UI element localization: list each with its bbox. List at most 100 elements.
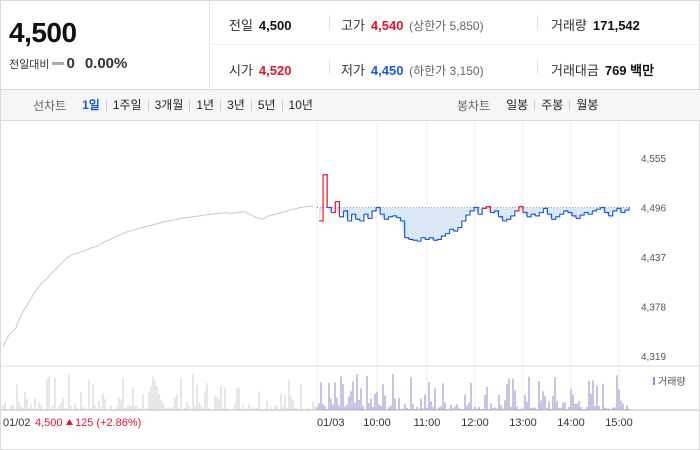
intraday-chart[interactable]: 4,555 4,496 4,437 4,378 4,319 거래량 01/03 10:00 11… xyxy=(1,122,699,449)
today-line-segment xyxy=(567,211,573,216)
prev-day-price: 4,500 xyxy=(35,417,63,429)
today-line-segment xyxy=(604,211,610,216)
y-tick-label: 4,437 xyxy=(641,253,666,264)
today-line-segment xyxy=(592,209,597,212)
today-line-segment xyxy=(343,210,349,221)
stat-label: 거래량 xyxy=(551,18,587,33)
candle-daily[interactable]: 일봉 xyxy=(506,98,529,112)
prev-day-date: 01/02 xyxy=(3,417,31,429)
today-line-segment xyxy=(412,239,418,242)
period-3y[interactable]: 3년 xyxy=(220,99,251,111)
today-line-segment xyxy=(384,216,389,220)
today-line-segment xyxy=(514,206,520,212)
today-line-segment xyxy=(453,227,459,232)
change-label: 전일대비 xyxy=(9,58,50,71)
today-line-segment xyxy=(331,201,336,214)
stat-value: 4,450 xyxy=(370,63,404,78)
stat-label: 거래대금 xyxy=(551,63,599,78)
period-1y[interactable]: 1년 xyxy=(189,99,220,111)
today-line-segment xyxy=(396,216,402,221)
today-line-segment xyxy=(355,218,361,221)
stat-label: 전일 xyxy=(229,18,253,33)
today-line-segment xyxy=(555,214,561,218)
today-line-segment xyxy=(380,213,385,220)
line-chart-label: 선차트 xyxy=(33,99,67,113)
stats-row-1: 전일 4,500 고가 4,540 (상한가 5,850) 거래량 171,542 xyxy=(211,1,700,45)
x-tick-label: 11:00 xyxy=(414,417,441,429)
period-bar: 선차트 1일 1주일 3개월 1년 3년 5년 10년 봉차트 일봉 주봉 월봉 xyxy=(1,90,700,121)
stat-label: 시가 xyxy=(229,63,253,78)
today-line-segment xyxy=(351,213,357,220)
today-line-segment xyxy=(543,207,549,215)
today-line-segment xyxy=(437,236,442,240)
today-line-segment xyxy=(547,213,553,220)
today-line-segment xyxy=(596,207,602,210)
today-line-segment xyxy=(551,216,557,220)
today-line-segment xyxy=(367,210,373,220)
period-1w[interactable]: 1주일 xyxy=(105,99,148,111)
today-line-segment xyxy=(441,233,447,237)
period-3m[interactable]: 3개월 xyxy=(147,99,190,111)
candle-weekly[interactable]: 주봉 xyxy=(534,99,569,111)
today-line-segment xyxy=(416,237,422,242)
today-line-segment xyxy=(461,215,467,222)
stat-value: 4,520 xyxy=(258,63,292,78)
divider xyxy=(537,60,538,74)
stat-prev-close: 전일 4,500 xyxy=(229,15,291,34)
stat-label: 저가 xyxy=(341,63,365,78)
period-10y[interactable]: 10년 xyxy=(281,99,319,111)
today-line-segment xyxy=(600,206,606,213)
today-line-segment xyxy=(612,208,618,212)
today-line-segment xyxy=(376,206,381,215)
stat-value: 4,500 xyxy=(258,18,292,33)
today-line-segment xyxy=(323,174,328,208)
stats-grid: 전일 4,500 고가 4,540 (상한가 5,850) 거래량 171,542 시… xyxy=(211,1,700,90)
today-line-segment xyxy=(327,206,332,213)
today-line-segment xyxy=(539,208,544,214)
candle-monthly[interactable]: 월봉 xyxy=(569,99,604,111)
line-chart-periods: 선차트 1일 1주일 3개월 1년 3년 5년 10년 xyxy=(33,90,319,121)
today-line-segment xyxy=(449,228,455,231)
stat-open: 시가 4,520 xyxy=(229,60,291,79)
stat-low: 저가 4,450 (하한가 3,150) xyxy=(341,60,484,79)
today-line-segment xyxy=(465,210,471,216)
today-line-segment xyxy=(527,214,532,218)
today-line-segment xyxy=(400,220,406,238)
x-tick-label: 15:00 xyxy=(605,417,633,429)
today-line-segment xyxy=(339,210,345,218)
today-line-segment xyxy=(469,207,475,212)
x-tick-label: 14:00 xyxy=(557,417,585,429)
price-summary: 4,500 전일대비 0 0.00% 전일 4,500 고가 4,540 (상한가 … xyxy=(1,1,700,90)
period-5y[interactable]: 5년 xyxy=(250,99,282,111)
today-line-segment xyxy=(494,210,500,217)
today-line-segment xyxy=(559,210,565,215)
today-line-segment xyxy=(506,215,512,220)
chart-grid xyxy=(1,122,699,411)
current-price-box: 4,500 전일대비 0 0.00% xyxy=(1,1,210,90)
today-line-segment xyxy=(478,208,483,215)
y-tick-label: 4,496 xyxy=(641,204,666,215)
change-value: 0 xyxy=(66,55,75,72)
change-line: 전일대비 0 0.00% xyxy=(9,55,127,72)
today-line-segment xyxy=(486,206,491,213)
today-line-segment xyxy=(474,206,479,215)
x-tick-label: 10:00 xyxy=(363,417,391,429)
today-line-segment xyxy=(363,213,369,219)
prev-day-line xyxy=(2,205,314,347)
change-percent: 0.00% xyxy=(84,55,128,72)
today-line-segment xyxy=(347,214,353,222)
y-tick-label: 4,555 xyxy=(641,154,666,165)
period-1d[interactable]: 1일 xyxy=(82,98,100,112)
volume-legend: 거래량 xyxy=(658,376,686,388)
today-line-segment xyxy=(531,213,536,216)
stat-value: 4,540 xyxy=(370,18,404,33)
today-line-segment xyxy=(535,212,540,217)
today-line-segment xyxy=(608,210,614,217)
today-line-segment xyxy=(620,210,626,214)
x-tick-label: 01/03 xyxy=(317,417,345,429)
today-line-segment xyxy=(580,212,585,216)
today-line-segment xyxy=(319,174,324,222)
upper-limit: (상한가 5,850) xyxy=(409,19,484,33)
x-tick-label: 12:00 xyxy=(461,417,489,429)
